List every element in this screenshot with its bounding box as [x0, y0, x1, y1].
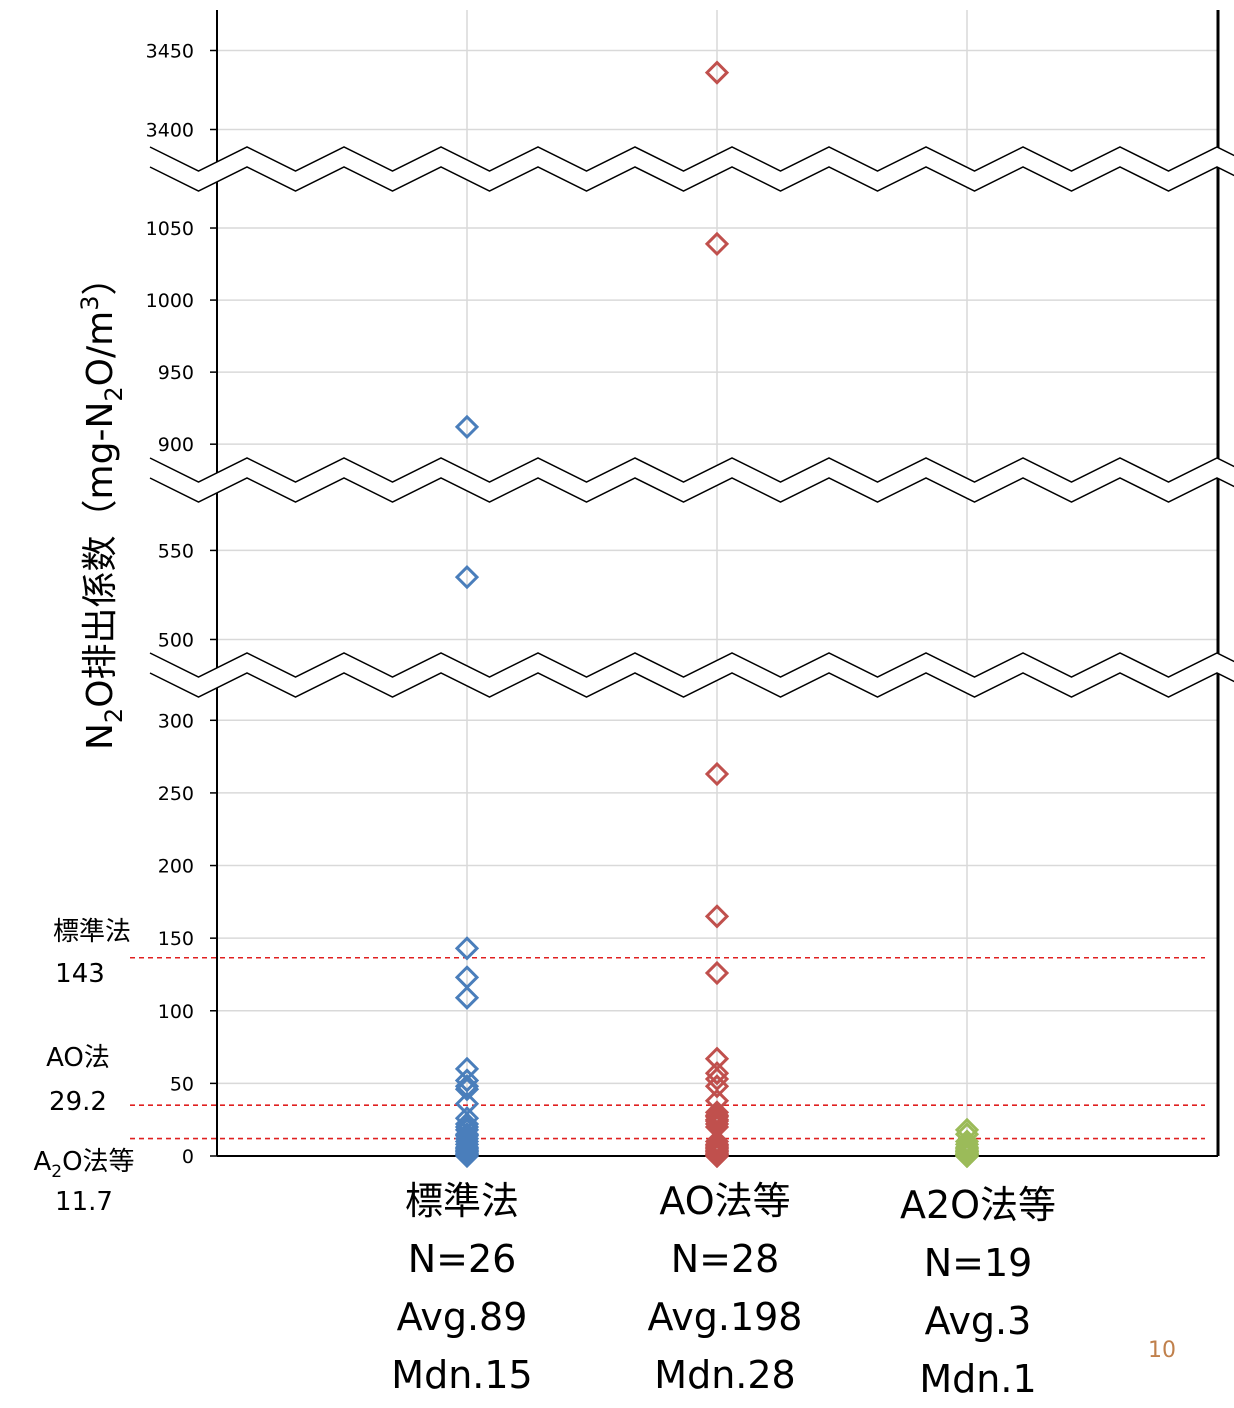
data-point [704, 1129, 730, 1154]
data-point [454, 1077, 480, 1102]
page-number: 10 [1148, 1338, 1176, 1363]
data-point [704, 761, 730, 787]
data-point [454, 1143, 480, 1169]
data-point [704, 60, 730, 85]
axis-break-line [149, 166, 1234, 192]
category-n: N=28 [670, 1237, 780, 1281]
category-mdn: Mdn.1 [919, 1357, 1037, 1401]
ref-value-a2o: 11.7 [55, 1187, 113, 1217]
y-tick-label: 50 [170, 1073, 194, 1095]
axis-break-line [149, 457, 1234, 483]
category-mdn: Mdn.15 [391, 1353, 533, 1397]
data-point [704, 904, 730, 929]
data-point [954, 1129, 980, 1154]
y-tick-label: 0 [182, 1146, 194, 1168]
y-tick-label: 100 [158, 1001, 194, 1023]
category-avg: Avg.3 [924, 1299, 1032, 1343]
data-point [704, 1104, 730, 1129]
y-tick-label: 3450 [146, 41, 194, 63]
axis-break-line [149, 146, 1234, 172]
y-tick-label: 1000 [146, 290, 194, 312]
data-point [454, 414, 480, 440]
data-point [454, 936, 480, 961]
category-name: 標準法 [404, 1179, 519, 1223]
category-label-standard: 標準法 N=26 Avg.89 Mdn.15 [312, 1172, 612, 1404]
ref-label-standard: 標準法 [53, 917, 131, 947]
data-point [704, 1143, 730, 1169]
y-tick-label: 900 [158, 434, 194, 456]
tick-labels: 3400 3450 900 950 1000 1050 500 550 0 50 100 150 200… [146, 41, 194, 1169]
axis-break-band [150, 458, 1234, 502]
y-tick-label: 3400 [146, 120, 194, 142]
category-n: N=19 [923, 1241, 1033, 1285]
data-point [454, 1129, 480, 1154]
data-point [954, 1132, 980, 1157]
y-tick-label: 1050 [146, 218, 194, 240]
data-point [704, 1074, 730, 1099]
axis-break-line [149, 477, 1234, 503]
category-name: A2O法等 [899, 1183, 1057, 1227]
y-tick-label: 500 [158, 629, 194, 651]
category-label-a2o: A2O法等 N=19 Avg.3 Mdn.1 [828, 1176, 1128, 1408]
y-axis-label: N2O排出係数（mg-N2O/m3） [76, 259, 128, 750]
data-point [454, 1126, 480, 1151]
y-tick-label: 200 [158, 856, 194, 878]
reference-lines [130, 956, 1205, 1140]
data-point [454, 1074, 480, 1099]
data-point [704, 231, 730, 256]
category-n: N=26 [407, 1237, 517, 1281]
data-point [704, 1061, 730, 1086]
data-points [454, 60, 980, 1169]
data-point [454, 1132, 480, 1157]
ref-value-standard: 143 [55, 959, 105, 989]
axis-break-band [150, 147, 1234, 191]
data-point [704, 960, 730, 986]
y-tick-label: 250 [158, 783, 194, 805]
ref-value-ao: 29.2 [49, 1087, 107, 1117]
data-point [704, 1100, 730, 1125]
data-point [454, 1068, 480, 1093]
data-point [454, 565, 480, 590]
data-point [954, 1143, 980, 1169]
axis-break-band [150, 653, 1234, 697]
axis-breaks [149, 146, 1234, 698]
y-tick-label: 950 [158, 362, 194, 384]
axis-break-line [149, 672, 1234, 698]
y-tick-label: 550 [158, 540, 194, 562]
axis-break-line [149, 652, 1234, 678]
category-avg: Avg.198 [647, 1295, 803, 1339]
reference-labels: 標準法 143 AO法 29.2 A2O法等 11.7 [33, 917, 134, 1217]
y-tick-label: 150 [158, 928, 194, 950]
ref-label-ao: AO法 [46, 1043, 110, 1073]
ref-label-a2o: A2O法等 [33, 1147, 134, 1182]
category-name: AO法等 [659, 1179, 791, 1223]
data-point [454, 985, 480, 1010]
y-tick-label: 300 [158, 710, 194, 732]
category-avg: Avg.89 [396, 1295, 528, 1339]
